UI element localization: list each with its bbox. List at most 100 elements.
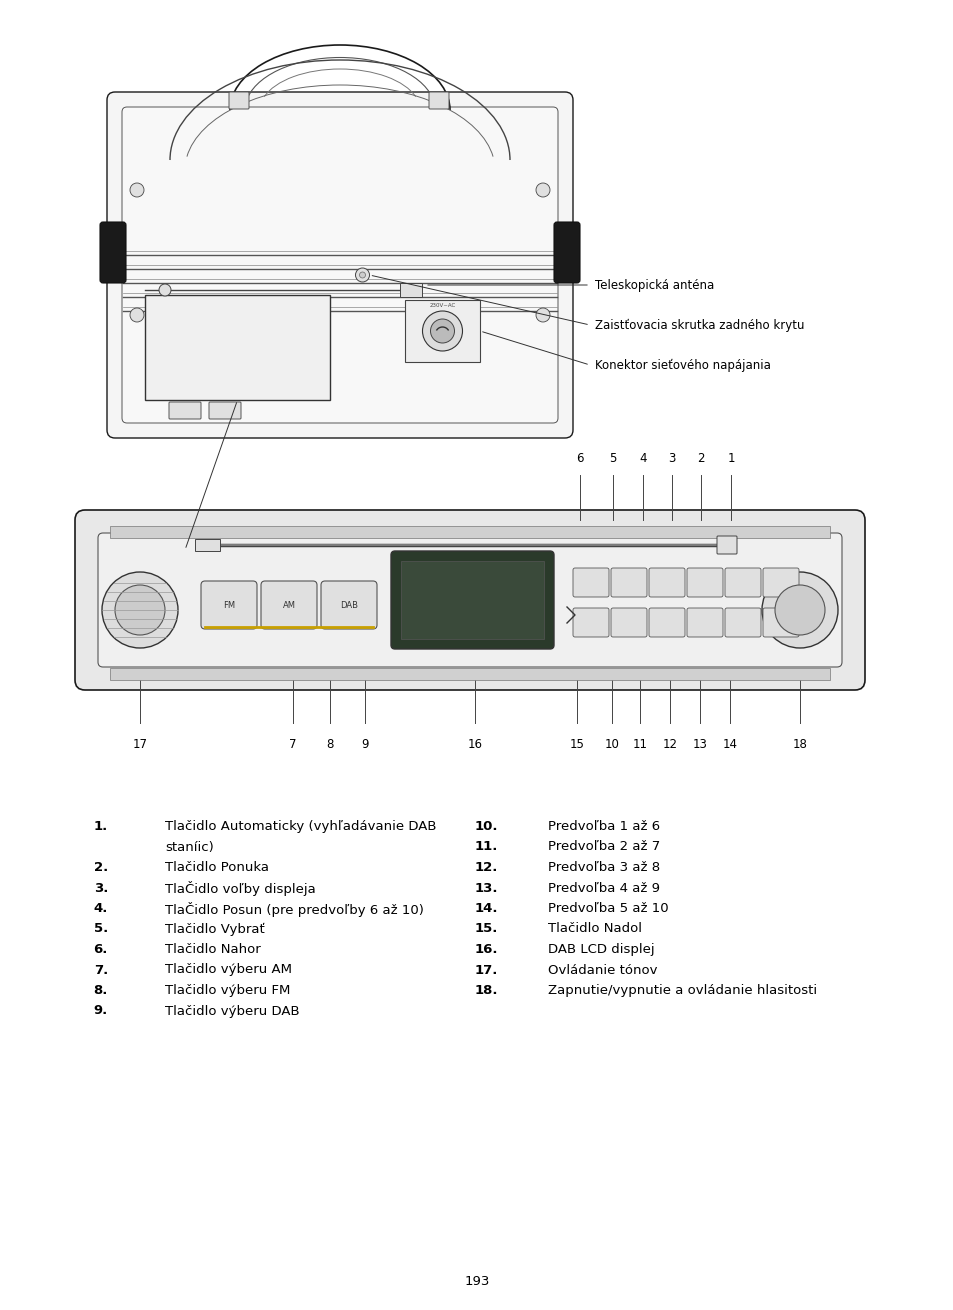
Text: Priehradka na batérie: Priehradka na batérie [130, 552, 258, 565]
Text: Predvoľba 4 až 9: Predvoľba 4 až 9 [547, 882, 659, 895]
Text: 17: 17 [132, 738, 148, 751]
FancyBboxPatch shape [686, 608, 722, 637]
Circle shape [422, 310, 462, 351]
Text: Predvoľba 3 až 8: Predvoľba 3 až 8 [547, 861, 659, 874]
FancyBboxPatch shape [429, 92, 449, 109]
FancyBboxPatch shape [610, 569, 646, 597]
FancyBboxPatch shape [209, 402, 241, 419]
Text: 18.: 18. [474, 984, 497, 997]
Bar [145, 295, 330, 400]
FancyBboxPatch shape [261, 582, 316, 629]
Circle shape [102, 572, 178, 648]
Text: 2: 2 [697, 452, 704, 465]
Bar [110, 668, 829, 680]
Text: TlaČidlo voľby displeja: TlaČidlo voľby displeja [165, 882, 315, 896]
Text: Tlačidlo Ponuka: Tlačidlo Ponuka [165, 861, 269, 874]
Text: 230V~AC: 230V~AC [429, 303, 456, 308]
FancyBboxPatch shape [573, 569, 608, 597]
Text: 9: 9 [361, 738, 369, 751]
Circle shape [774, 586, 824, 635]
Text: Tlačidlo Nadol: Tlačidlo Nadol [547, 922, 641, 935]
Text: 11.: 11. [475, 841, 497, 854]
Text: 6: 6 [576, 452, 583, 465]
Bar [400, 561, 543, 639]
Circle shape [430, 320, 454, 343]
Text: staníic): staníic) [165, 841, 213, 854]
FancyBboxPatch shape [610, 608, 646, 637]
FancyBboxPatch shape [320, 582, 376, 629]
Text: Predvoľba 2 až 7: Predvoľba 2 až 7 [547, 841, 659, 854]
FancyBboxPatch shape [717, 536, 737, 554]
Bar [110, 527, 829, 538]
Text: 13: 13 [692, 738, 707, 751]
Text: Konektor sieťového napájania: Konektor sieťového napájania [595, 359, 770, 372]
Circle shape [359, 272, 365, 278]
Text: 8: 8 [326, 738, 334, 751]
FancyBboxPatch shape [107, 92, 573, 438]
Text: TlaČidlo Posun (pre predvoľby 6 až 10): TlaČidlo Posun (pre predvoľby 6 až 10) [165, 903, 423, 917]
Text: FM: FM [223, 600, 234, 609]
Text: 18: 18 [792, 738, 806, 751]
FancyBboxPatch shape [391, 552, 554, 648]
Text: DAB LCD displej: DAB LCD displej [547, 943, 654, 956]
Text: Teleskopická anténa: Teleskopická anténa [595, 279, 714, 292]
FancyBboxPatch shape [169, 402, 201, 419]
FancyBboxPatch shape [762, 608, 799, 637]
Text: 7.: 7. [93, 963, 108, 976]
Text: Tlačidlo výberu AM: Tlačidlo výberu AM [165, 963, 292, 976]
FancyBboxPatch shape [75, 510, 864, 690]
Circle shape [130, 183, 144, 196]
Circle shape [159, 284, 171, 296]
FancyBboxPatch shape [724, 608, 760, 637]
Text: 1.: 1. [93, 820, 108, 833]
Text: 7: 7 [289, 738, 296, 751]
Text: 5: 5 [609, 452, 616, 465]
Text: 14.: 14. [474, 903, 497, 914]
Circle shape [130, 308, 144, 322]
Circle shape [536, 308, 550, 322]
Text: 14: 14 [721, 738, 737, 751]
Text: 1: 1 [726, 452, 734, 465]
FancyBboxPatch shape [686, 569, 722, 597]
Text: 16: 16 [467, 738, 482, 751]
FancyBboxPatch shape [724, 569, 760, 597]
FancyBboxPatch shape [648, 569, 684, 597]
FancyBboxPatch shape [554, 221, 579, 283]
Text: 10.: 10. [474, 820, 497, 833]
Text: 16.: 16. [474, 943, 497, 956]
Text: 5.: 5. [93, 922, 108, 935]
FancyBboxPatch shape [762, 569, 799, 597]
FancyBboxPatch shape [573, 608, 608, 637]
Text: Ovládanie tónov: Ovládanie tónov [547, 963, 657, 976]
FancyBboxPatch shape [98, 533, 841, 667]
Text: 10: 10 [604, 738, 618, 751]
FancyBboxPatch shape [229, 92, 249, 109]
Text: 2.: 2. [93, 861, 108, 874]
FancyBboxPatch shape [201, 582, 256, 629]
Text: Zaistťovacia skrutka zadného krytu: Zaistťovacia skrutka zadného krytu [595, 318, 803, 331]
Text: 11: 11 [632, 738, 647, 751]
Text: 4: 4 [639, 452, 646, 465]
Text: 6.: 6. [93, 943, 108, 956]
Text: 3.: 3. [93, 882, 108, 895]
Circle shape [355, 269, 369, 282]
Bar [405, 300, 479, 362]
Text: Tlačidlo Vybrať: Tlačidlo Vybrať [165, 922, 265, 935]
Text: DAB: DAB [339, 600, 357, 609]
Text: 4.: 4. [93, 903, 108, 914]
Text: 9.: 9. [93, 1005, 108, 1018]
Text: 13.: 13. [474, 882, 497, 895]
Text: 193: 193 [464, 1275, 489, 1288]
Text: AM: AM [282, 600, 295, 609]
Text: 15.: 15. [475, 922, 497, 935]
Text: 3: 3 [668, 452, 675, 465]
Circle shape [536, 183, 550, 196]
Text: Tlačidlo Nahor: Tlačidlo Nahor [165, 943, 260, 956]
Text: 8.: 8. [93, 984, 108, 997]
Text: 12: 12 [661, 738, 677, 751]
FancyBboxPatch shape [100, 221, 126, 283]
Text: Tlačidlo výberu DAB: Tlačidlo výberu DAB [165, 1005, 299, 1018]
FancyBboxPatch shape [648, 608, 684, 637]
Text: Tlačidlo Automaticky (vyhľadávanie DAB: Tlačidlo Automaticky (vyhľadávanie DAB [165, 820, 436, 833]
FancyBboxPatch shape [122, 107, 558, 423]
